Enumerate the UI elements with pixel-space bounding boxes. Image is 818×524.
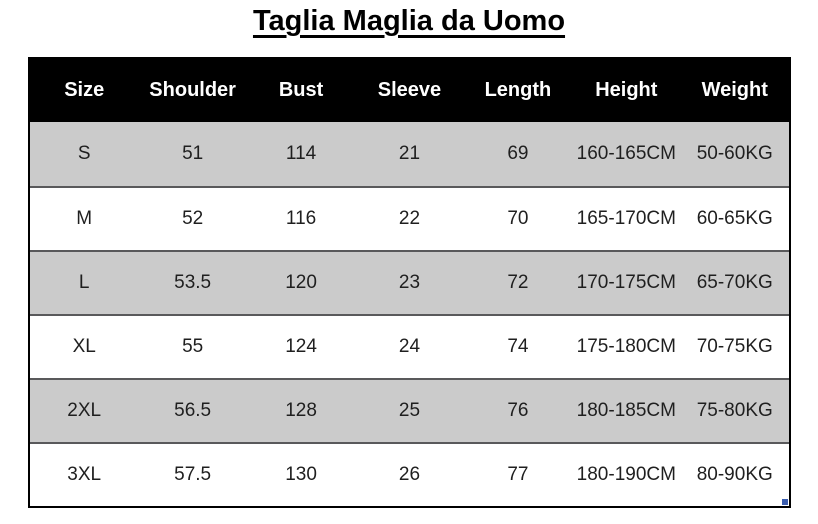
table-cell: 24 [398, 336, 421, 357]
column-header: Height [595, 79, 658, 101]
table-cell: 130 [285, 464, 317, 485]
table-cell: 180-190CM [576, 464, 676, 485]
table-cell: 75-80KG [696, 400, 773, 421]
table-cell: 80-90KG [696, 464, 773, 485]
header-row: Size Shoulder Bust Sleeve Length Height Weight [30, 59, 789, 122]
table-cell: 3XL [67, 464, 102, 485]
column-header: Bust [278, 79, 324, 101]
table-cell: M [76, 208, 93, 229]
column-header: Weight [701, 79, 768, 101]
table-cell: 65-70KG [696, 272, 773, 293]
fill-handle-icon [782, 499, 788, 505]
table-cell: 120 [285, 272, 317, 293]
table-cell: 70-75KG [696, 336, 773, 357]
table-cell: 22 [398, 208, 421, 229]
table-cell: 124 [285, 336, 317, 357]
table-cell: 25 [398, 400, 421, 421]
table-row: 3XL 57.5 130 26 77 180-190CM 80-90KG [30, 442, 789, 506]
table-row: 2XL 56.5 128 25 76 180-185CM 75-80KG [30, 378, 789, 442]
table-cell: 160-165CM [576, 143, 676, 164]
table-cell: XL [72, 336, 96, 357]
column-header: Shoulder [149, 79, 236, 101]
table-row: M 52 116 22 70 165-170CM 60-65KG [30, 186, 789, 250]
table-cell: 52 [182, 208, 204, 229]
table-row: S 51 114 21 69 160-165CM 50-60KG [30, 122, 789, 186]
table-cell: 53.5 [174, 272, 212, 293]
table-body: S 51 114 21 69 160-165CM 50-60KG M 52 116 22 70 165-… [30, 122, 789, 506]
table-cell: 74 [507, 336, 529, 357]
table-cell: 26 [398, 464, 421, 485]
table-cell: 77 [507, 464, 529, 485]
table-cell: 50-60KG [696, 143, 773, 164]
table-cell: 170-175CM [576, 272, 676, 293]
table-row: XL 55 124 24 74 175-180CM 70-75KG [30, 314, 789, 378]
table-cell: 51 [182, 143, 204, 164]
table-cell: 56.5 [174, 400, 212, 421]
table-cell: S [77, 143, 91, 164]
size-chart-table: Size Shoulder Bust Sleeve Length Height Weight… [28, 57, 791, 508]
column-header: Sleeve [377, 79, 442, 101]
table-cell: 128 [285, 400, 317, 421]
table-cell: 23 [398, 272, 421, 293]
table-cell: 76 [507, 400, 529, 421]
table-cell: 165-170CM [576, 208, 676, 229]
table-cell: 2XL [67, 400, 102, 421]
table-cell: 72 [507, 272, 529, 293]
table-cell: 69 [507, 143, 529, 164]
table-cell: 116 [285, 208, 317, 229]
page-title: Taglia Maglia da Uomo [252, 5, 566, 37]
table-cell: 55 [182, 336, 204, 357]
table-cell: 21 [398, 143, 421, 164]
table-row: L 53.5 120 23 72 170-175CM 65-70KG [30, 250, 789, 314]
table-cell: 70 [507, 208, 529, 229]
column-header: Size [64, 79, 105, 101]
table-cell: 114 [285, 143, 317, 164]
table-cell: 175-180CM [576, 336, 676, 357]
table-cell: 180-185CM [576, 400, 676, 421]
table-cell: 60-65KG [696, 208, 773, 229]
table-cell: 57.5 [174, 464, 212, 485]
column-header: Length [484, 79, 552, 101]
table-cell: L [78, 272, 90, 293]
